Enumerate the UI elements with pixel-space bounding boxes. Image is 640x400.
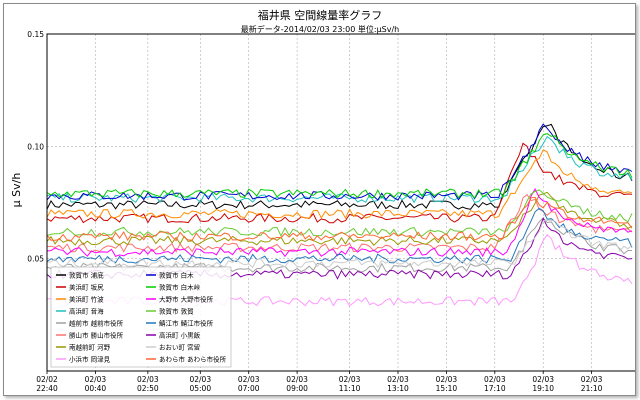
x-tick-time: 05:00	[189, 384, 211, 393]
x-tick-time: 07:00	[238, 384, 260, 393]
x-tick-time: 00:40	[85, 384, 107, 393]
x-tick-time: 13:10	[387, 384, 409, 393]
x-tick-time: 11:10	[339, 384, 361, 393]
x-tick-date: 02/03	[436, 375, 458, 384]
series-line	[46, 191, 633, 246]
legend-label: 美浜町 竹波	[69, 295, 104, 304]
x-tick-date: 02/03	[484, 375, 506, 384]
series-line	[46, 142, 633, 224]
legend-label: 敦賀市 敦賀	[159, 307, 194, 316]
y-tick-label: 0.15	[27, 30, 44, 39]
legend-label: 敦賀市 白木峠	[159, 283, 201, 292]
legend-label: 大野市 大野市役所	[159, 295, 214, 304]
x-tick-date: 02/03	[581, 375, 603, 384]
x-tick-time: 15:10	[436, 384, 458, 393]
legend-label: 敦賀市 白木	[159, 271, 194, 280]
legend-label: おおい町 宮留	[159, 343, 200, 352]
series-line	[46, 217, 632, 274]
x-tick-date: 02/03	[189, 375, 211, 384]
legend-label: 鯖江市 鯖江市役所	[159, 319, 214, 328]
x-tick-date: 02/03	[387, 375, 409, 384]
series-line	[46, 133, 633, 199]
series-line	[46, 207, 633, 264]
series-line	[46, 193, 633, 253]
x-tick-date: 02/02	[36, 375, 58, 384]
chart-frame: 福井県 空間線量率グラフ 最新データ-2014/02/03 23:00 単位:μ…	[3, 3, 636, 396]
x-tick-date: 02/03	[339, 375, 361, 384]
y-axis-ticks: 0.15 0.10 0.05	[27, 30, 44, 264]
series-line	[46, 188, 633, 258]
x-tick-date: 02/03	[85, 375, 107, 384]
x-tick-time: 19:10	[532, 384, 554, 393]
x-tick-date: 02/03	[532, 375, 554, 384]
y-tick-label: 0.05	[27, 255, 44, 264]
x-tick-time: 17:10	[484, 384, 506, 393]
grid	[46, 33, 635, 371]
series-line	[46, 123, 633, 210]
legend-box	[50, 266, 232, 368]
legend-label: 高浜町 音海	[69, 307, 104, 316]
series-line	[46, 196, 633, 242]
series-line	[46, 219, 633, 269]
legend-label: 越前市 越前市役所	[69, 319, 124, 328]
line-chart: 福井県 空間線量率グラフ 最新データ-2014/02/03 23:00 単位:μ…	[10, 8, 635, 393]
chart-title: 福井県 空間線量率グラフ	[258, 8, 383, 22]
x-tick-time: 09:00	[286, 384, 308, 393]
y-tick-label: 0.10	[27, 142, 44, 151]
legend-label: あわら市 あわら市役所	[159, 355, 227, 364]
legend-label: 敦賀市 浦底	[69, 271, 104, 280]
x-tick-date: 02/03	[286, 375, 308, 384]
chart-subtitle: 最新データ-2014/02/03 23:00 単位:μSv/h	[241, 24, 400, 34]
x-tick-time: 22:40	[36, 384, 58, 393]
x-tick-date: 02/03	[137, 375, 159, 384]
series-line	[46, 123, 633, 201]
plot-area-border	[46, 33, 635, 372]
legend-label: 高浜町 小黒飯	[159, 331, 201, 340]
x-tick-date: 02/03	[238, 375, 260, 384]
legend-label: 勝山市 勝山市役所	[69, 331, 124, 340]
x-tick-time: 02:50	[137, 384, 159, 393]
x-axis-ticks: 02/0222:4002/0300:4002/0302:5002/0305:00…	[36, 371, 603, 393]
legend-label: 小浜市 岡津見	[69, 355, 111, 364]
series-line	[46, 149, 633, 220]
legend-label: 美浜町 坂尻	[69, 283, 104, 292]
x-tick-time: 21:10	[581, 384, 603, 393]
legend-label: 南越前町 河野	[69, 343, 111, 352]
y-axis-label: μ Sv/h	[10, 173, 23, 208]
series-lines	[46, 123, 633, 307]
